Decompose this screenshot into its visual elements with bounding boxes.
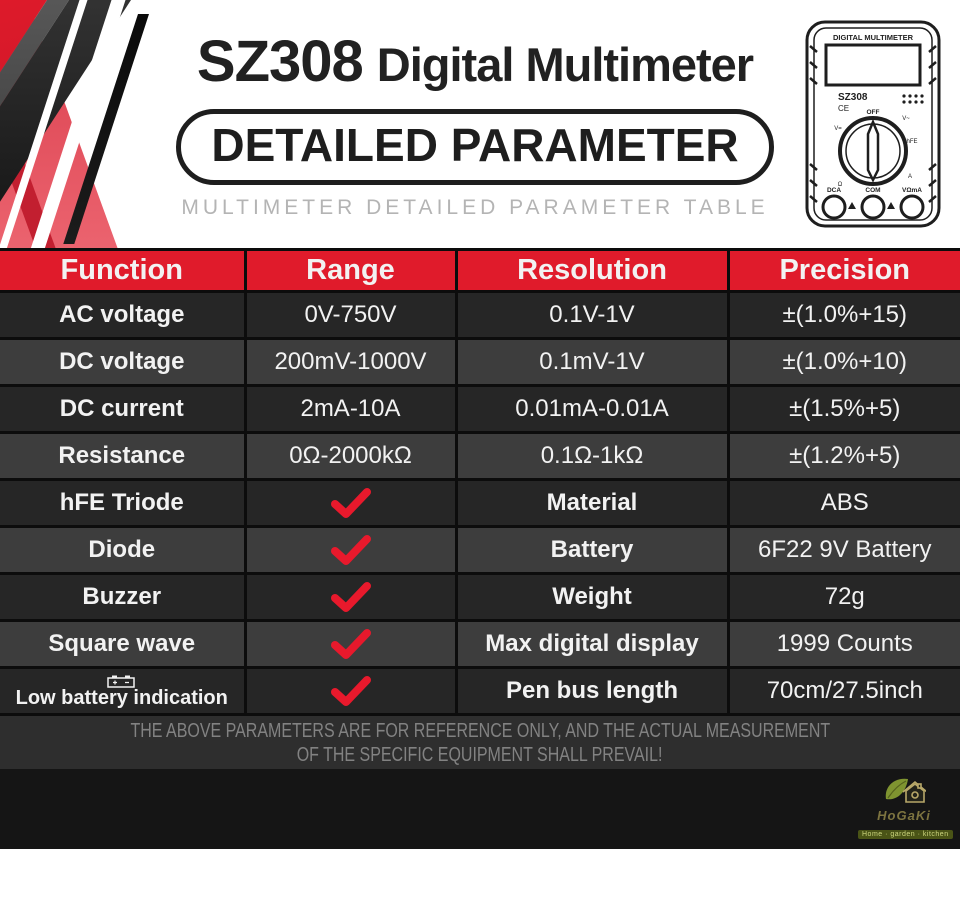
device-title: DIGITAL MULTIMETER [833,33,914,42]
dial-amp-label: A [908,174,912,180]
feature-label: Low battery indication [15,687,228,709]
range-cell: 0V-750V [243,290,458,340]
precision-cell: ±(1.5%+5) [726,384,960,434]
function-cell: DC voltage [0,337,247,387]
attr-cell: Weight [454,572,730,622]
value-cell: 72g [726,572,960,622]
column-header-range: Range [243,248,458,293]
check-icon [330,582,371,612]
brand-logo: HoGaKi Home · garden · kitchen [858,775,953,841]
function-cell: AC voltage [0,290,247,340]
check-icon [330,488,371,518]
table-row: hFE Triode Material ABS [0,478,960,528]
feature-cell: Low battery indication [0,666,247,716]
ce-mark: CE [838,104,849,113]
column-header-function: Function [0,248,247,293]
disclaimer-line1: THE ABOVE PARAMETERS ARE FOR REFERENCE O… [130,719,830,742]
check-cell [243,666,458,716]
disclaimer-bar: THE ABOVE PARAMETERS ARE FOR REFERENCE O… [0,716,960,769]
dial-off-label: OFF [867,109,880,116]
header-banner: SZ308 Digital Multimeter DETAILED PARAMET… [0,0,960,248]
value-cell: 1999 Counts [726,619,960,669]
table-header-row: Function Range Resolution Precision [0,248,960,293]
jack-v-label: VΩmA [902,187,922,194]
device-model: SZ308 [838,92,868,103]
table-row: Low battery indication Pen bus length 70… [0,666,960,716]
function-cell: Resistance [0,431,247,481]
check-icon [330,535,371,565]
function-cell: DC current [0,384,247,434]
resolution-cell: 0.1mV-1V [454,337,730,387]
table-row: Resistance 0Ω-2000kΩ 0.1Ω-1kΩ ±(1.2%+5) [0,431,960,481]
product-name: Digital Multimeter [376,38,754,91]
table-row: AC voltage 0V-750V 0.1V-1V ±(1.0%+15) [0,290,960,340]
disclaimer-line2: OF THE SPECIFIC EQUIPMENT SHALL PREVAIL! [297,743,663,766]
multimeter-illustration: DIGITAL MULTIMETER SZ308 CE OFF V~ V= hF… [805,20,941,228]
column-header-resolution: Resolution [454,248,730,293]
jack-dca-label: DCA [827,187,841,194]
range-cell: 0Ω-2000kΩ [243,431,458,481]
table-row: Buzzer Weight 72g [0,572,960,622]
value-cell: 6F22 9V Battery [726,525,960,575]
brand-tagline: Home · garden · kitchen [858,830,953,839]
value-cell: 70cm/27.5inch [726,666,960,716]
table-row: DC voltage 200mV-1000V 0.1mV-1V ±(1.0%+1… [0,337,960,387]
value-cell: ABS [726,478,960,528]
feature-cell: Square wave [0,619,247,669]
attr-cell: Max digital display [454,619,730,669]
precision-cell: ±(1.0%+10) [726,337,960,387]
table-row: Diode Battery 6F22 9V Battery [0,525,960,575]
jack-com-label: COM [865,187,880,194]
model-name: SZ308 [196,29,364,94]
feature-cell: Buzzer [0,572,247,622]
resolution-cell: 0.1V-1V [454,290,730,340]
check-cell [243,525,458,575]
range-cell: 2mA-10A [243,384,458,434]
dial-ohm-label: Ω [838,182,843,188]
column-header-precision: Precision [726,248,960,293]
feature-cell: Diode [0,525,247,575]
check-icon [330,629,371,659]
check-cell [243,478,458,528]
check-cell [243,572,458,622]
battery-icon [107,675,135,688]
feature-cell: hFE Triode [0,478,247,528]
precision-cell: ±(1.2%+5) [726,431,960,481]
resolution-cell: 0.1Ω-1kΩ [454,431,730,481]
attr-cell: Pen bus length [454,666,730,716]
detailed-parameter-badge: DETAILED PARAMETER [176,109,774,185]
dial-hfe-label: hFE [906,139,917,145]
dial-vac-label: V~ [902,116,910,122]
attr-cell: Battery [454,525,730,575]
leaf-house-icon [885,778,928,803]
resolution-cell: 0.01mA-0.01A [454,384,730,434]
table-row: Square wave Max digital display 1999 Cou… [0,619,960,669]
bottom-bar: HoGaKi Home · garden · kitchen [0,769,960,849]
page-title: SZ308 Digital Multimeter [140,28,810,95]
subtitle: MULTIMETER DETAILED PARAMETER TABLE [181,196,769,219]
range-cell: 200mV-1000V [243,337,458,387]
attr-cell: Material [454,478,730,528]
dial-vdc-label: V= [834,126,842,132]
table-row: DC current 2mA-10A 0.01mA-0.01A ±(1.5%+5… [0,384,960,434]
precision-cell: ±(1.0%+15) [726,290,960,340]
check-icon [330,676,371,706]
check-cell [243,619,458,669]
brand-name: HoGaKi [877,808,931,823]
parameter-table: Function Range Resolution Precision AC v… [0,248,960,716]
